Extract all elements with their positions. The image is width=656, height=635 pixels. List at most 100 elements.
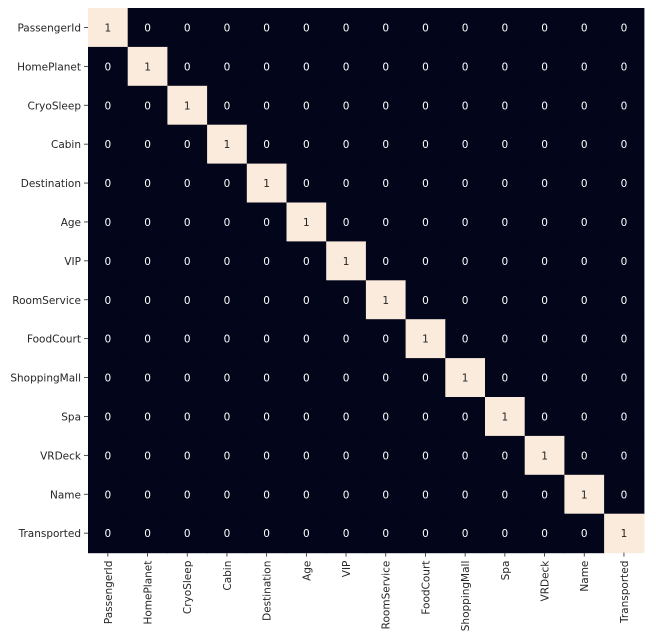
- x-tick-label: VIP: [341, 561, 353, 578]
- heatmap-cell: [365, 46, 407, 87]
- heatmap-cell: [524, 46, 565, 87]
- cell-value-label: 0: [184, 334, 191, 346]
- heatmap-cell: [405, 124, 446, 165]
- cell-value-label: 0: [382, 489, 389, 501]
- cell-value-label: 0: [105, 217, 112, 229]
- heatmap-cell: [88, 358, 129, 398]
- heatmap-cell: [564, 46, 605, 87]
- heatmap-cell: [207, 163, 248, 204]
- y-tick-label: HomePlanet: [17, 61, 81, 73]
- cell-value-label: 0: [462, 178, 469, 190]
- cell-value-label: 0: [382, 450, 389, 462]
- heatmap-cell: [365, 513, 407, 554]
- heatmap-cell: [167, 397, 208, 437]
- cell-value-label: 0: [263, 61, 270, 73]
- cell-value-label: 1: [621, 528, 628, 540]
- heatmap-cell: [286, 474, 327, 515]
- y-tick-label: Name: [50, 489, 81, 501]
- heatmap-cell: [564, 163, 605, 204]
- heatmap-cell: [246, 85, 288, 126]
- cell-value-label: 0: [105, 178, 112, 190]
- cell-value-label: 0: [382, 334, 389, 346]
- heatmap-cell: [524, 124, 565, 165]
- cell-value-label: 0: [184, 217, 191, 229]
- cell-value-label: 0: [105, 256, 112, 268]
- heatmap-cell: [485, 358, 526, 398]
- heatmap-cell: [246, 513, 288, 554]
- cell-value-label: 0: [621, 450, 628, 462]
- cell-value-label: 0: [263, 450, 270, 462]
- heatmap-cell: [246, 163, 288, 204]
- heatmap-cell: [365, 124, 407, 165]
- heatmap-cell: [405, 202, 446, 242]
- cell-value-label: 0: [303, 373, 310, 385]
- heatmap-cell: [365, 319, 407, 359]
- cell-value-label: 1: [263, 178, 270, 190]
- cell-value-label: 0: [144, 256, 151, 268]
- heatmap-cell: [564, 202, 605, 242]
- y-tick-label: Cabin: [51, 139, 81, 151]
- cell-value-label: 0: [105, 411, 112, 423]
- heatmap-cell: [326, 358, 367, 398]
- cell-value-label: 0: [343, 450, 350, 462]
- cell-value-label: 0: [263, 139, 270, 151]
- cell-value-label: 0: [303, 295, 310, 307]
- heatmap-cell: [604, 280, 645, 320]
- heatmap-cell: [167, 124, 208, 165]
- heatmap-cell: [167, 163, 208, 204]
- cell-value-label: 0: [184, 178, 191, 190]
- heatmap-cell: [485, 435, 526, 476]
- heatmap-cell: [326, 241, 367, 281]
- cell-value-label: 0: [422, 450, 429, 462]
- cell-value-label: 0: [343, 22, 350, 34]
- cell-value-label: 0: [422, 61, 429, 73]
- cell-value-label: 0: [541, 61, 548, 73]
- heatmap-cell: [485, 241, 526, 281]
- x-tick-label: Spa: [500, 561, 512, 581]
- cell-value-label: 0: [303, 178, 310, 190]
- cell-value-label: 0: [462, 528, 469, 540]
- cell-value-label: 0: [263, 256, 270, 268]
- heatmap-cell: [207, 513, 248, 554]
- heatmap-cell: [524, 241, 565, 281]
- cell-value-label: 0: [541, 178, 548, 190]
- cell-value-label: 0: [502, 178, 509, 190]
- cell-value-label: 0: [541, 489, 548, 501]
- heatmap-cell: [326, 85, 367, 126]
- cell-value-label: 0: [224, 217, 231, 229]
- heatmap-cell: [564, 319, 605, 359]
- cell-value-label: 0: [224, 373, 231, 385]
- cell-value-label: 0: [303, 22, 310, 34]
- cell-value-label: 0: [343, 528, 350, 540]
- cell-value-label: 0: [144, 411, 151, 423]
- heatmap-cell: [564, 435, 605, 476]
- heatmap-cell: [564, 124, 605, 165]
- heatmap-cell: [524, 163, 565, 204]
- x-tick-label: Age: [301, 561, 313, 581]
- heatmap-cell: [564, 474, 605, 515]
- cell-value-label: 0: [303, 528, 310, 540]
- y-tick-label: Transported: [18, 528, 81, 540]
- y-tick-label: VRDeck: [40, 450, 82, 462]
- heatmap-cell: [207, 8, 248, 48]
- heatmap-cell: [127, 513, 168, 554]
- heatmap-cell: [167, 241, 208, 281]
- heatmap-cell: [167, 513, 208, 554]
- cell-value-label: 0: [422, 217, 429, 229]
- heatmap-cell: [564, 280, 605, 320]
- cell-value-label: 0: [422, 178, 429, 190]
- heatmap-cell: [365, 358, 407, 398]
- cell-value-label: 1: [343, 256, 350, 268]
- x-tick-label: Cabin: [222, 561, 234, 591]
- cell-value-label: 0: [621, 22, 628, 34]
- cell-value-label: 0: [581, 22, 588, 34]
- heatmap-cell: [485, 280, 526, 320]
- cell-value-label: 0: [343, 139, 350, 151]
- heatmap-cell: [88, 163, 129, 204]
- cell-value-label: 0: [621, 373, 628, 385]
- cell-value-label: 0: [263, 528, 270, 540]
- cell-value-label: 0: [343, 61, 350, 73]
- heatmap-cell: [604, 202, 645, 242]
- cell-value-label: 0: [343, 373, 350, 385]
